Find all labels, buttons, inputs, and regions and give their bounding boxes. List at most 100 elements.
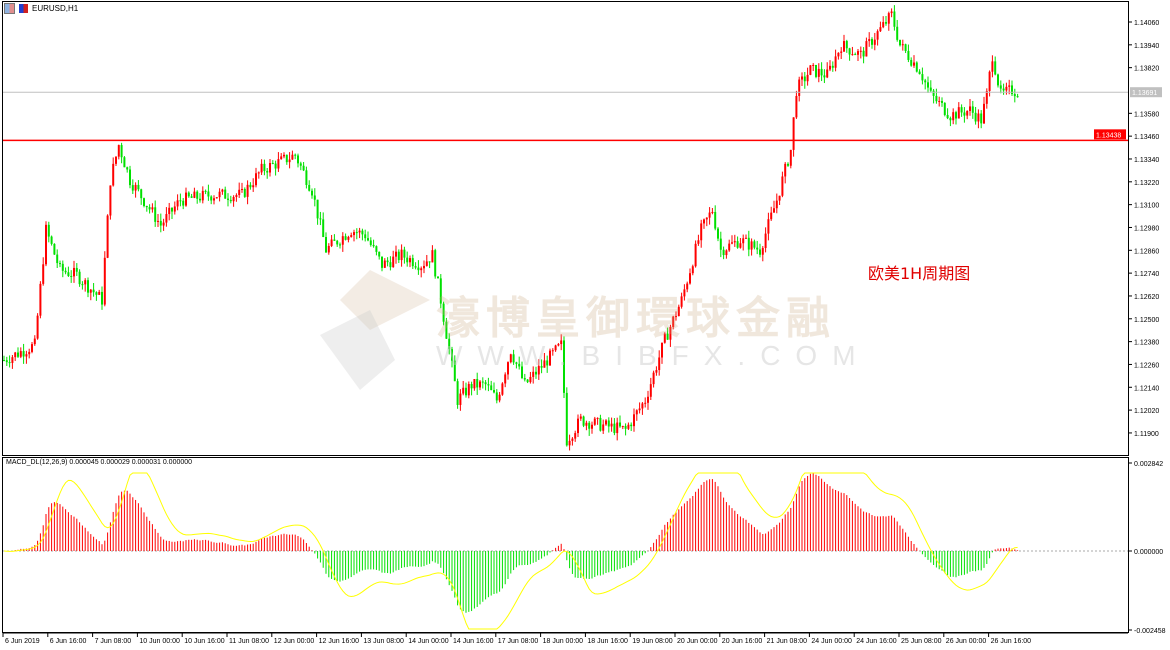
candle-body: [414, 266, 417, 268]
candle-body: [1016, 96, 1019, 98]
candle: [918, 69, 921, 75]
candle: [70, 270, 73, 283]
candle-body: [75, 267, 78, 272]
candle: [619, 415, 621, 428]
candle-body: [33, 338, 36, 345]
candle-body: [747, 237, 750, 250]
candle: [845, 39, 848, 53]
candle: [403, 246, 406, 264]
candle: [479, 379, 481, 391]
candle: [476, 372, 479, 395]
candle: [140, 188, 143, 205]
candle: [560, 334, 563, 351]
candle: [579, 413, 582, 421]
macd-pane-border: [2, 457, 1129, 633]
candle-body: [274, 163, 277, 169]
candle: [106, 214, 109, 259]
candle: [571, 437, 574, 446]
candle-body: [652, 372, 655, 385]
candle: [67, 266, 70, 277]
candle: [364, 229, 367, 242]
candle: [411, 254, 414, 270]
candle: [255, 167, 257, 188]
candle: [193, 187, 196, 199]
candle-body: [876, 31, 879, 40]
candle-body: [767, 219, 770, 234]
price-tick-label: 1.11900: [1134, 431, 1159, 438]
price-tick-label: 1.13940: [1134, 43, 1159, 50]
candle-body: [504, 374, 507, 384]
candle-body: [607, 420, 610, 427]
candle: [425, 254, 428, 267]
candle-body: [568, 440, 571, 446]
candle: [129, 165, 131, 189]
candle: [75, 263, 78, 276]
candle: [509, 353, 512, 364]
candle-body: [137, 184, 140, 190]
candle-body: [84, 280, 87, 285]
candle-body: [599, 417, 602, 431]
candle-body: [145, 205, 148, 208]
candle: [14, 351, 17, 361]
candle: [865, 37, 868, 57]
candle: [453, 355, 456, 382]
candle: [490, 380, 493, 391]
candle-body: [554, 345, 557, 351]
price-tick-label: 1.12260: [1134, 362, 1159, 369]
candle-body: [624, 425, 627, 429]
candle-body: [574, 433, 577, 439]
candle: [361, 228, 364, 241]
candle: [465, 382, 467, 398]
candle: [932, 88, 935, 104]
candle-body: [311, 190, 313, 196]
price-tick-label: 1.13340: [1134, 157, 1159, 164]
candle-body: [535, 371, 537, 375]
candle: [501, 382, 504, 396]
price-tick-label: 1.12020: [1134, 408, 1159, 415]
candle-body: [988, 71, 991, 92]
candle: [523, 373, 526, 382]
candle-body: [907, 50, 910, 60]
candle-body: [199, 198, 201, 201]
candle: [921, 67, 924, 85]
price-tick-label: 1.13220: [1134, 180, 1159, 187]
candle-body: [610, 423, 613, 427]
candle-body: [291, 154, 294, 160]
candle-body: [53, 243, 56, 255]
candle-body: [523, 377, 526, 380]
candle: [22, 343, 25, 364]
candle: [543, 352, 546, 368]
candle-body: [157, 220, 159, 222]
candle: [621, 425, 624, 430]
candle: [47, 221, 50, 243]
candle-body: [313, 195, 316, 200]
candle: [549, 348, 551, 366]
candle: [694, 240, 697, 268]
candle: [711, 207, 714, 215]
candle-body: [378, 251, 381, 257]
time-tick-label: 17 Jun 08:00: [498, 638, 539, 645]
candle-body: [963, 112, 966, 116]
candle: [117, 144, 120, 160]
candle-body: [299, 163, 302, 166]
candle: [537, 359, 540, 380]
candle: [232, 195, 235, 207]
candle-body: [798, 79, 801, 96]
candle-body: [859, 50, 862, 52]
candle: [190, 193, 193, 199]
candle: [143, 197, 145, 208]
candle: [703, 218, 705, 229]
candle: [759, 243, 761, 258]
candle: [319, 211, 322, 226]
candle-body: [795, 95, 798, 118]
candle-body: [602, 424, 605, 431]
candle-body: [551, 350, 554, 352]
candle-body: [123, 157, 126, 168]
candle-body: [420, 268, 423, 271]
candle: [605, 419, 607, 426]
candle: [11, 354, 14, 369]
candle-body: [257, 172, 260, 174]
candle-body: [865, 41, 868, 57]
